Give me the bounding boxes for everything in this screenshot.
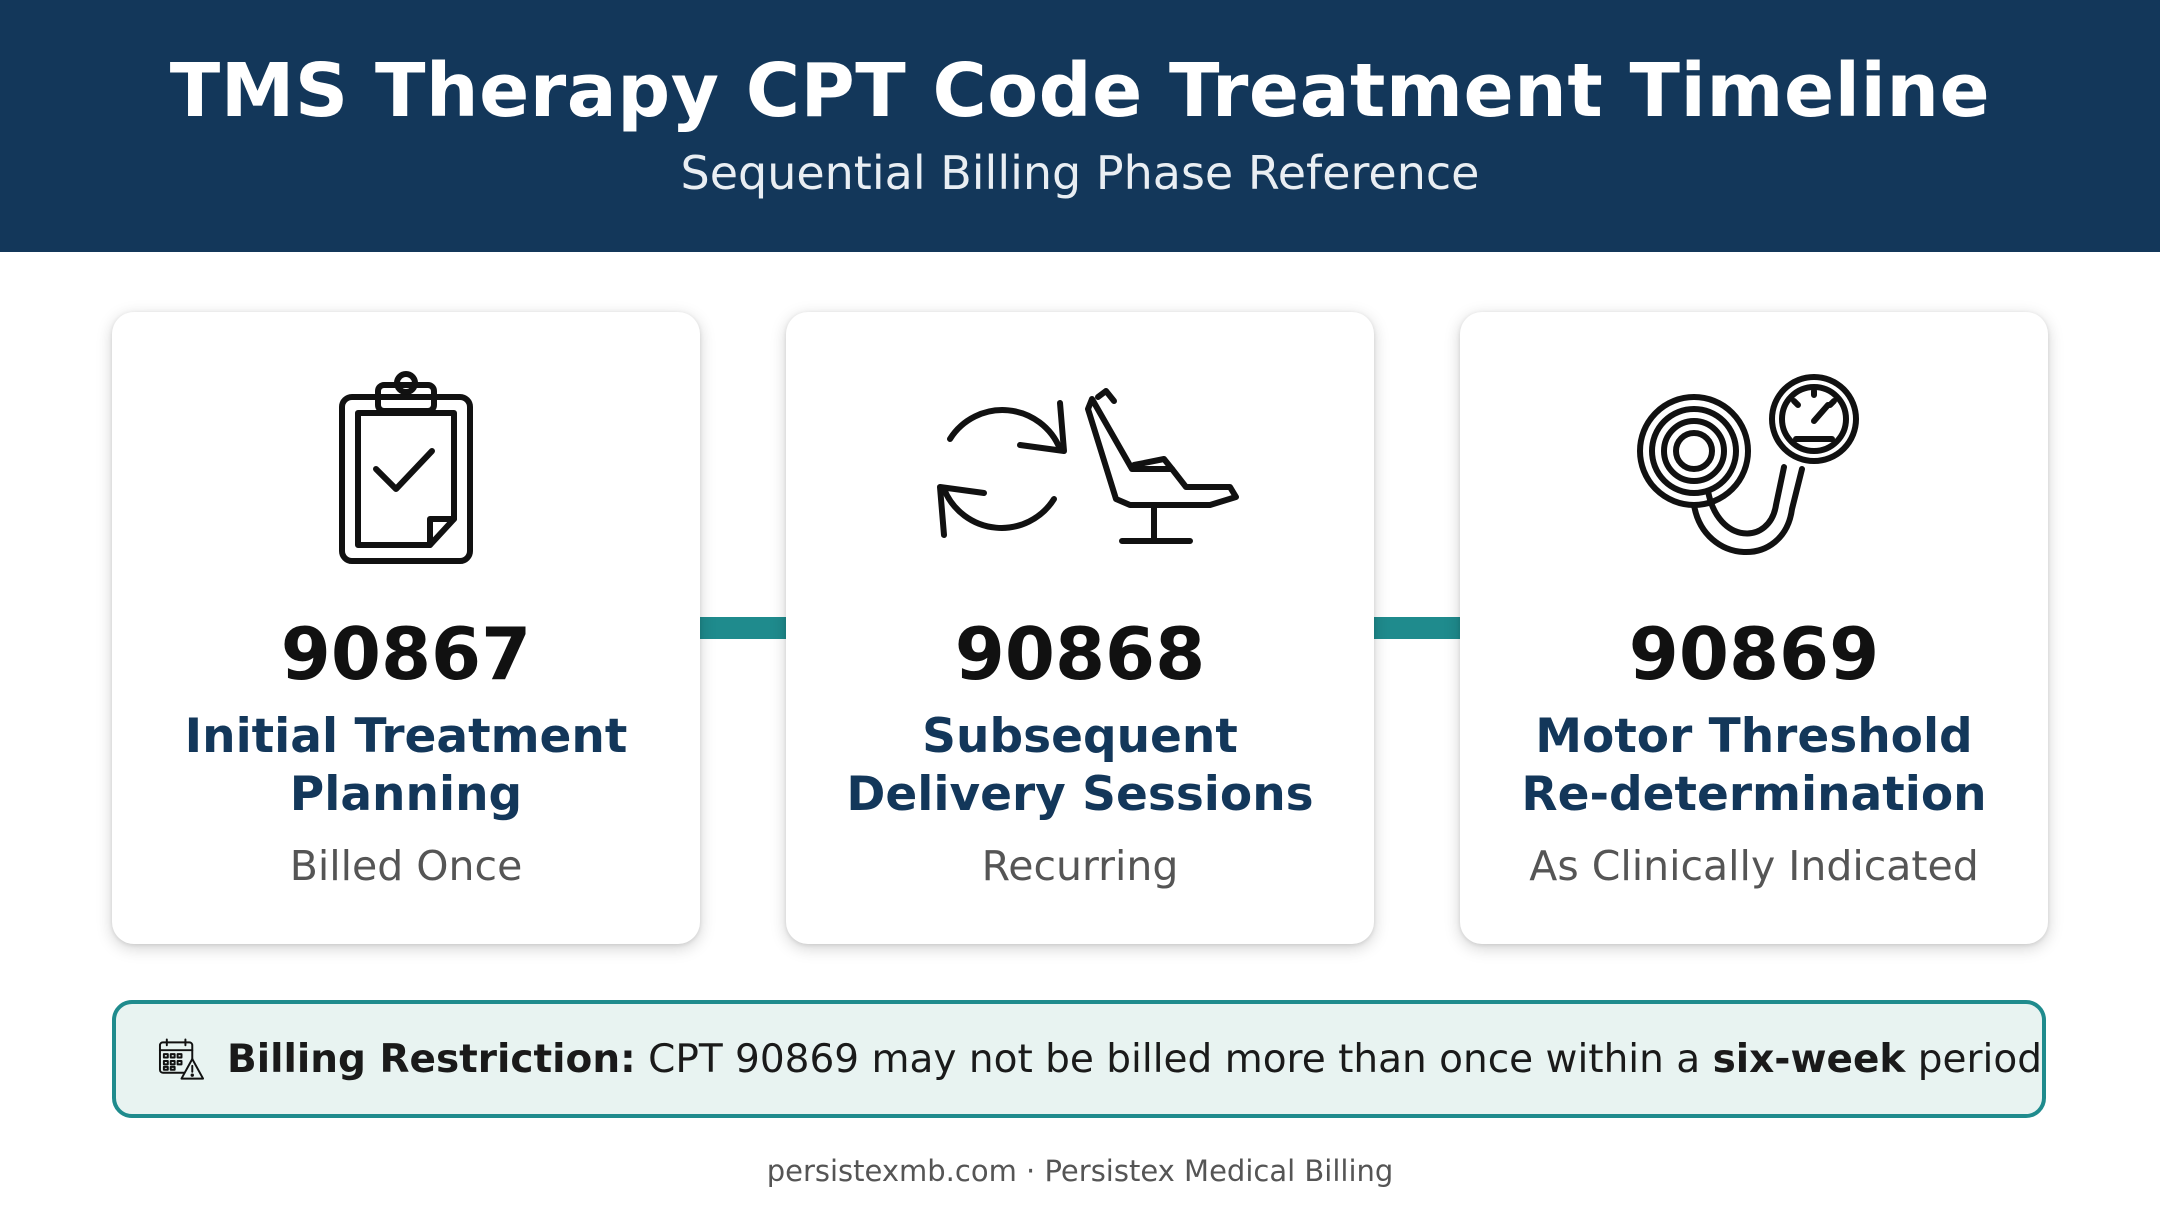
cpt-code: 90868 — [954, 612, 1206, 696]
billing-restriction-banner: Billing Restriction: CPT 90869 may not b… — [112, 1000, 2046, 1118]
billing-frequency: Recurring — [981, 842, 1179, 890]
cpt-code: 90867 — [280, 612, 532, 696]
phase-name-line: Motor Threshold — [1535, 709, 1973, 764]
phase-name: Subsequent Delivery Sessions — [806, 708, 1354, 824]
billing-frequency: As Clinically Indicated — [1529, 842, 1979, 890]
phase-name: Motor Threshold Re-determination — [1480, 708, 2028, 824]
phase-name-line: Initial Treatment — [184, 709, 628, 764]
phase-name-line: Re-determination — [1521, 767, 1987, 822]
phase-card-90869: 90869 Motor Threshold Re-determination A… — [1460, 312, 2048, 944]
restriction-label: Billing Restriction: — [227, 1036, 636, 1082]
footer-credit: persistexmb.com · Persistex Medical Bill… — [766, 1154, 1394, 1188]
billing-frequency: Billed Once — [289, 842, 523, 890]
timeline-connector — [700, 617, 788, 639]
phase-name: Initial Treatment Planning — [132, 708, 680, 824]
timeline-connector — [1374, 617, 1462, 639]
phase-card-90867: 90867 Initial Treatment Planning Billed … — [112, 312, 700, 944]
clipboard-check-icon — [112, 364, 700, 574]
restriction-text-before: CPT 90869 may not be billed more than on… — [635, 1036, 1713, 1082]
page-subtitle: Sequential Billing Phase Reference — [680, 146, 1480, 200]
restriction-text: Billing Restriction: CPT 90869 may not b… — [227, 1037, 2042, 1082]
restriction-text-after: period — [1905, 1036, 2042, 1082]
cpt-code: 90869 — [1628, 612, 1880, 696]
phase-card-90868: 90868 Subsequent Delivery Sessions Recur… — [786, 312, 1374, 944]
recurring-arrows-and-treatment-chair-icon — [786, 364, 1374, 574]
phase-name-line: Delivery Sessions — [846, 767, 1314, 822]
header-banner: TMS Therapy CPT Code Treatment Timeline … — [0, 0, 2160, 252]
phase-name-line: Subsequent — [922, 709, 1238, 764]
phase-name-line: Planning — [289, 767, 523, 822]
page-title: TMS Therapy CPT Code Treatment Timeline — [169, 48, 1991, 134]
calendar-warning-icon — [158, 1038, 205, 1080]
restriction-emphasis: six-week — [1712, 1036, 1906, 1082]
magnetic-coil-and-gauge-icon — [1460, 364, 2048, 574]
